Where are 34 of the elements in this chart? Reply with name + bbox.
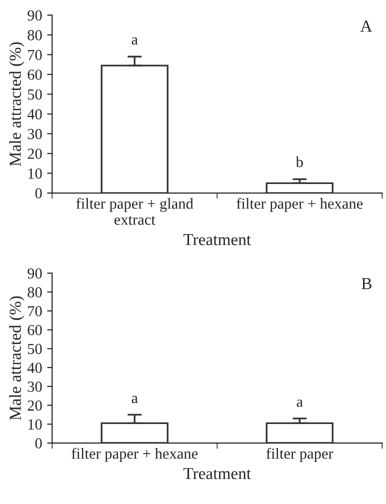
y-tick-label: 90 [28, 10, 42, 21]
y-tick-label: 20 [28, 400, 42, 411]
x-tick-label: filter paper + hexane [72, 448, 198, 462]
y-tick-label: 50 [28, 89, 42, 100]
y-tick-label: 40 [27, 109, 42, 120]
annotation: b [296, 156, 303, 168]
y-tick-label: 60 [28, 70, 42, 80]
y-tick-label: 40 [27, 362, 42, 373]
y-tick-label: 20 [28, 148, 42, 159]
y-tick-label: 50 [28, 344, 42, 354]
x-axis-title: Treatment [183, 468, 251, 480]
annotation: A [360, 20, 372, 32]
y-tick-label: 90 [28, 268, 42, 279]
y-tick-label: 30 [28, 382, 42, 392]
annotation: B [362, 278, 372, 290]
annotation: a [296, 400, 303, 407]
y-axis-title: Male attracted (%) [9, 42, 24, 166]
y-tick-label: 80 [28, 287, 42, 298]
x-axis-title: Treatment [183, 234, 251, 246]
y-tick-label: 70 [28, 50, 42, 60]
y-tick-label: 60 [28, 324, 42, 336]
y-tick-label: 10 [28, 419, 42, 430]
annotation: a [132, 396, 138, 404]
x-tick-label: filter paper + hexane [236, 198, 363, 212]
y-tick-label: 10 [28, 168, 42, 179]
y-tick-label: 0 [35, 188, 42, 198]
x-tick-label: filter paper [266, 448, 334, 462]
annotation: a [132, 37, 138, 45]
x-tick-label: filter paper + gland extract [76, 198, 194, 225]
y-tick-label: 0 [35, 438, 42, 448]
y-axis-title: Male attracted (%) [9, 296, 24, 420]
y-tick-label: 70 [28, 306, 42, 316]
y-tick-label: 30 [28, 128, 42, 140]
y-tick-label: 80 [28, 30, 42, 40]
